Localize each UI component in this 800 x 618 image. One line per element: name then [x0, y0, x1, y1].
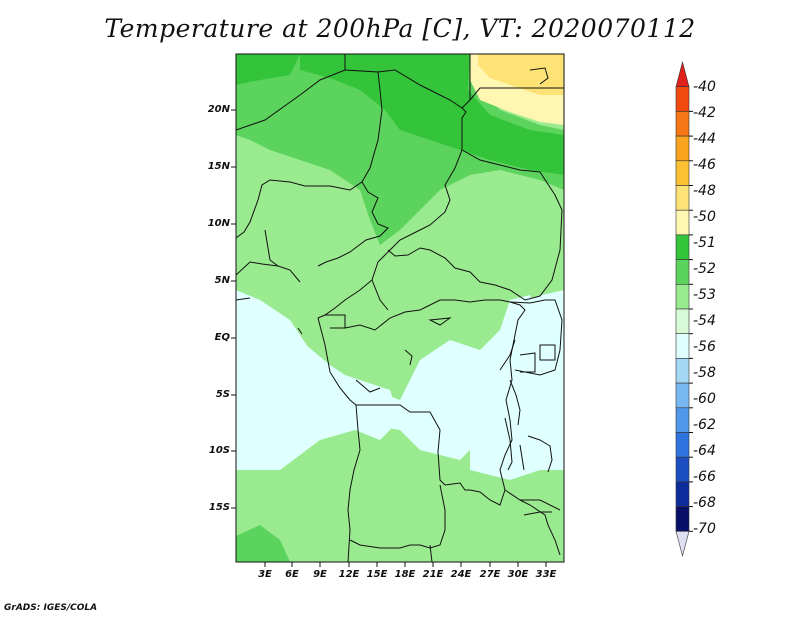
colorbar-swatch — [675, 481, 690, 507]
map-frame — [235, 53, 565, 563]
lon-label-9e: 9E — [313, 569, 327, 580]
lat-label-5s: 5S — [215, 389, 230, 400]
colorbar-label: -68 — [693, 495, 716, 511]
colorbar-label: -60 — [693, 391, 716, 407]
colorbar-swatch — [675, 259, 690, 285]
lon-label-33e: 33E — [535, 569, 557, 580]
colorbar-label: -62 — [693, 417, 716, 433]
axis-ticks — [231, 109, 547, 567]
country-borders — [236, 54, 564, 562]
colorbar-label: -44 — [693, 131, 716, 147]
colorbar — [675, 60, 693, 558]
colorbar-swatch — [675, 530, 690, 558]
colorbar-swatch — [675, 283, 690, 310]
colorbar-swatch — [675, 160, 690, 186]
lon-label-15e: 15E — [366, 569, 388, 580]
field-region-49 — [478, 54, 564, 95]
lon-label-27e: 27E — [479, 569, 501, 580]
lat-label-10n: 10N — [207, 218, 230, 229]
chart-title: Temperature at 200hPa [C], VT: 202007011… — [104, 14, 696, 43]
lon-label-18e: 18E — [394, 569, 416, 580]
colorbar-label: -52 — [693, 261, 716, 277]
colorbar-label: -42 — [693, 105, 716, 121]
colorbar-label: -40 — [693, 79, 716, 95]
colorbar-label: -54 — [693, 313, 716, 329]
colorbar-swatch — [675, 456, 690, 483]
colorbar-label: -48 — [693, 183, 716, 199]
lon-label-3e: 3E — [258, 569, 272, 580]
lon-label-24e: 24E — [450, 569, 472, 580]
colorbar-label: -46 — [693, 157, 716, 173]
credit-text: GrADS: IGES/COLA — [4, 603, 98, 613]
lon-label-6e: 6E — [285, 569, 299, 580]
colorbar-label: -53 — [693, 287, 716, 303]
lon-label-30e: 30E — [507, 569, 529, 580]
colorbar-swatch — [675, 382, 690, 409]
lat-label-15s: 15S — [208, 502, 230, 513]
colorbar-label: -58 — [693, 365, 716, 381]
colorbar-label: -56 — [693, 339, 716, 355]
colorbar-swatch — [675, 209, 690, 236]
temperature-field — [236, 54, 564, 562]
colorbar-swatch — [675, 432, 690, 458]
colorbar-swatch — [675, 333, 690, 359]
field-region-55 — [236, 295, 540, 465]
colorbar-label: -51 — [693, 235, 716, 251]
colorbar-label: -66 — [693, 469, 716, 485]
colorbar-label: -64 — [693, 443, 716, 459]
colorbar-label: -50 — [693, 209, 716, 225]
lat-label-15n: 15N — [207, 161, 230, 172]
lat-label-5n: 5N — [214, 275, 230, 286]
colorbar-swatch — [675, 185, 690, 211]
colorbar-swatch — [675, 308, 690, 335]
colorbar-swatch — [675, 60, 690, 87]
colorbar-swatch — [675, 86, 690, 112]
lat-label-10s: 10S — [208, 445, 230, 456]
colorbar-swatch — [675, 135, 690, 162]
lat-label-20n: 20N — [207, 104, 230, 115]
colorbar-swatch — [675, 407, 690, 433]
colorbar-swatch — [675, 506, 690, 532]
field-region-51 — [236, 54, 564, 175]
colorbar-swatch — [675, 234, 690, 260]
colorbar-swatch — [675, 358, 690, 384]
lon-label-12e: 12E — [338, 569, 360, 580]
colorbar-swatch — [675, 111, 690, 137]
lat-label-eq: EQ — [214, 332, 230, 343]
lon-label-21e: 21E — [422, 569, 444, 580]
field-region-52 — [236, 54, 564, 562]
field-region-53 — [236, 54, 564, 562]
colorbar-label: -70 — [693, 521, 716, 537]
